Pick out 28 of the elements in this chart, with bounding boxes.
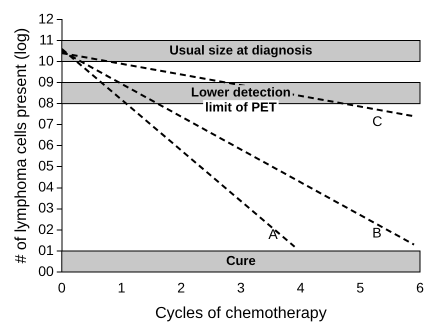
y-tick-label: 11 [39, 31, 54, 48]
x-tick-label: 5 [356, 279, 364, 296]
y-tick-label: 05 [38, 158, 54, 174]
y-tick-label: 09 [38, 73, 54, 90]
y-tick-label: 08 [38, 94, 54, 110]
y-tick-label: 03 [38, 200, 54, 216]
y-tick-label: 07 [38, 116, 54, 132]
x-tick-label: 6 [416, 279, 424, 296]
y-axis-title: # of lymphoma cells present (log) [13, 28, 30, 264]
y-tick-label: 06 [38, 136, 54, 153]
x-axis-title: Cycles of chemotherapy [155, 304, 327, 322]
y-tick-label: 12 [38, 10, 54, 26]
x-tick-label: 4 [296, 279, 305, 296]
y-tick-label: 10 [38, 52, 54, 68]
band-label: Lower detection limit of PET [191, 84, 291, 115]
x-tick-label: 0 [58, 279, 66, 296]
x-tick-label: 2 [177, 279, 186, 296]
y-tick-label: 02 [38, 220, 54, 237]
band-label: Usual size at diagnosis [169, 42, 312, 58]
y-tick-label: 04 [38, 178, 54, 195]
y-tick-label: 00 [38, 262, 54, 279]
band-label: Cure [226, 253, 256, 268]
series-label: C [372, 112, 382, 129]
x-tick-label: 1 [118, 279, 126, 296]
series-label: B [372, 224, 382, 240]
y-tick-label: 01 [38, 242, 54, 258]
x-tick-label: 3 [236, 279, 245, 296]
series-label: A [268, 226, 278, 242]
